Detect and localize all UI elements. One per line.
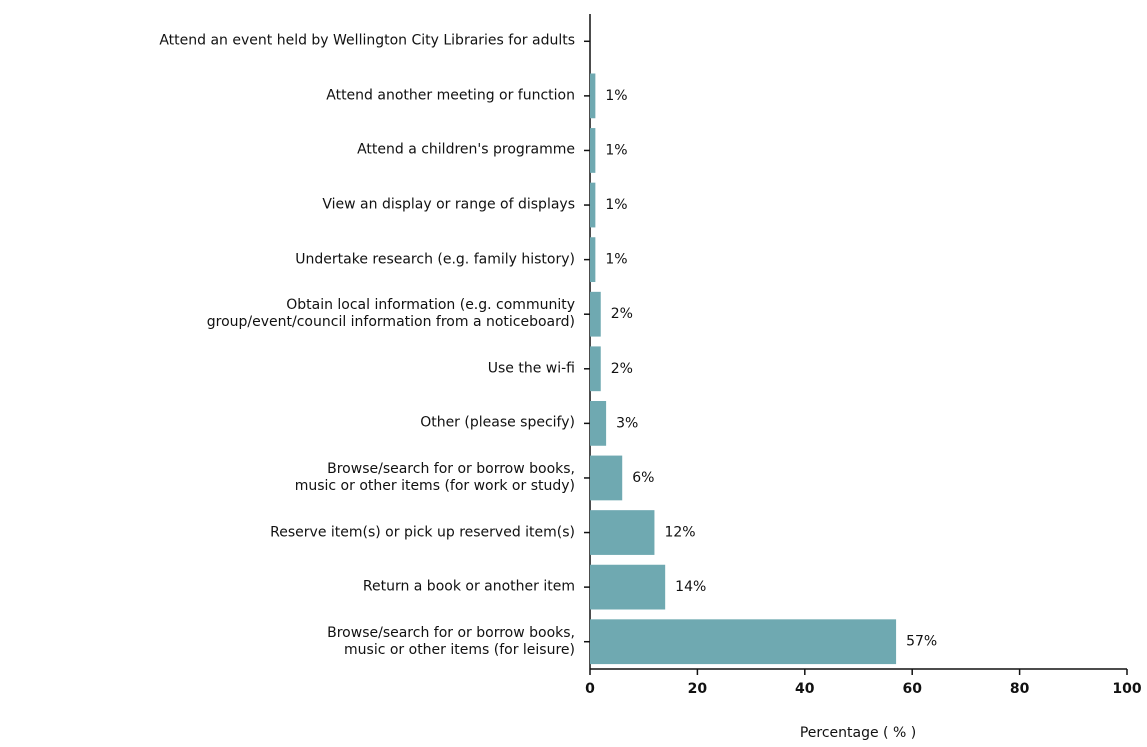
category-label: Attend an event held by Wellington City …	[159, 32, 575, 49]
x-tick-label: 60	[902, 681, 922, 697]
value-label: 1%	[605, 88, 627, 104]
value-label: 1%	[605, 142, 627, 158]
category-label: Attend a children's programme	[357, 141, 575, 158]
bar	[590, 291, 601, 337]
bar	[590, 182, 596, 228]
category-label: Attend another meeting or function	[326, 87, 575, 104]
x-tick-label: 100	[1112, 681, 1141, 697]
category-label: Use the wi-fi	[487, 360, 575, 377]
x-axis-label: Percentage ( % )	[800, 725, 916, 741]
category-label: Undertake research (e.g. family history)	[295, 251, 575, 268]
value-label: 2%	[611, 306, 633, 322]
bar	[590, 455, 623, 501]
bar	[590, 346, 601, 392]
bar	[590, 619, 897, 665]
value-label: 1%	[605, 197, 627, 213]
category-label: Browse/search for or borrow books, music…	[294, 460, 575, 494]
bar	[590, 73, 596, 119]
bar	[590, 400, 607, 446]
category-label: View an display or range of displays	[322, 196, 575, 213]
x-tick-label: 40	[795, 681, 815, 697]
category-label: Other (please specify)	[420, 414, 575, 431]
x-tick-label: 20	[688, 681, 708, 697]
x-tick-label: 80	[1010, 681, 1030, 697]
value-label: 57%	[906, 634, 937, 650]
bar	[590, 237, 596, 283]
category-label: Return a book or another item	[362, 578, 575, 595]
bar	[590, 510, 655, 555]
value-label: 3%	[616, 415, 638, 431]
value-label: 6%	[632, 470, 654, 486]
category-label: Reserve item(s) or pick up reserved item…	[270, 524, 575, 541]
category-label: Obtain local information (e.g. community…	[206, 297, 575, 331]
bar	[590, 564, 666, 610]
value-label: 2%	[611, 361, 633, 377]
bar	[590, 128, 596, 173]
category-label: Browse/search for or borrow books, music…	[327, 624, 575, 658]
value-label: 14%	[675, 579, 706, 595]
x-tick-label: 0	[585, 681, 595, 697]
value-label: 12%	[664, 525, 695, 541]
value-label: 1%	[605, 252, 627, 268]
